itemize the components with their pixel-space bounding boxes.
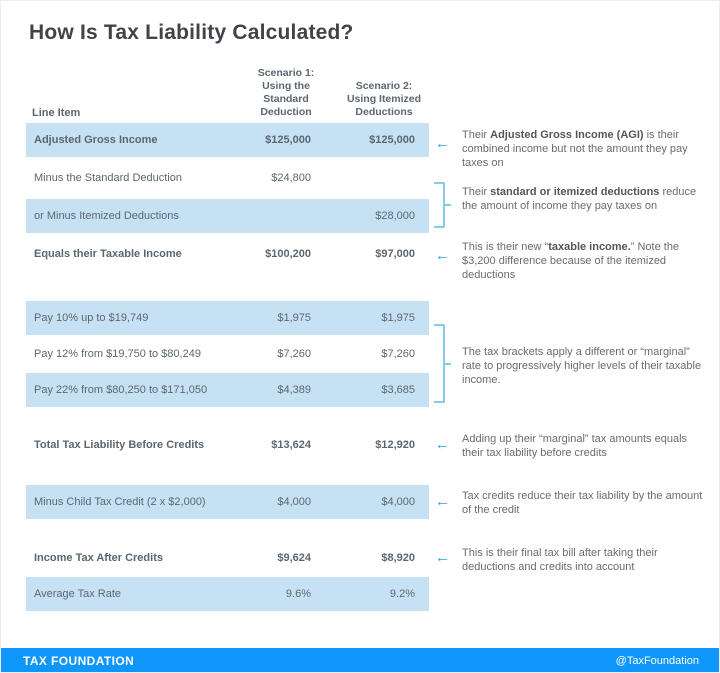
table-row-agi: Adjusted Gross Income $125,000 $125,000 (26, 123, 429, 157)
row-value-s2: $28,000 (375, 210, 415, 222)
row-value-s1: $4,000 (277, 496, 311, 508)
row-value-s2: $8,920 (381, 552, 415, 564)
row-label: Average Tax Rate (34, 588, 122, 600)
col-header-scenario1: Scenario 1: Using the Standard Deduction (257, 67, 315, 118)
row-label: Total Tax Liability Before Credits (34, 439, 205, 451)
row-label: Pay 10% up to $19,749 (34, 312, 149, 324)
row-label: Pay 22% from $80,250 to $171,050 (34, 384, 208, 396)
table-row-child-tax-credit: Minus Child Tax Credit (2 x $2,000) $4,0… (26, 485, 429, 519)
table-row-standard-deduction: Minus the Standard Deduction $24,800 (26, 161, 429, 195)
table-row-bracket-10: Pay 10% up to $19,749 $1,975 $1,975 (26, 301, 429, 335)
row-value-s1: $24,800 (271, 172, 311, 184)
row-label: Adjusted Gross Income (34, 134, 158, 146)
row-value-s2: $1,975 (381, 312, 415, 324)
table-row-tax-after-credits: Income Tax After Credits $9,624 $8,920 (26, 541, 429, 575)
row-value-s2: $7,260 (381, 348, 415, 360)
row-label: Minus Child Tax Credit (2 x $2,000) (34, 496, 206, 508)
annotation-liability-before-credits: Adding up their “marginal” tax amounts e… (462, 433, 688, 459)
row-value-s1: $1,975 (277, 312, 311, 324)
bracket-nub (443, 362, 451, 365)
left-arrow-icon: ← (435, 247, 450, 264)
row-value-s1: $125,000 (265, 134, 311, 146)
left-arrow-icon: ← (435, 436, 450, 453)
annotation-marginal-rates: The tax brackets apply a different or “m… (462, 346, 702, 386)
col-header-line-item: Line Item (32, 107, 81, 119)
row-value-s2: $4,000 (381, 496, 415, 508)
table-row-taxable-income: Equals their Taxable Income $100,200 $97… (26, 237, 429, 271)
annotation-final-tax-bill: This is their final tax bill after takin… (462, 547, 658, 573)
row-value-s2: $3,685 (381, 384, 415, 396)
row-value-s1: $13,624 (271, 439, 311, 451)
footer-bar: TAX FOUNDATION @TaxFoundation (1, 648, 719, 672)
row-value-s1: $7,260 (277, 348, 311, 360)
row-label: Equals their Taxable Income (34, 248, 182, 260)
annotation-tax-credits: Tax credits reduce their tax liability b… (462, 490, 703, 516)
row-label: or Minus Itemized Deductions (34, 210, 179, 222)
left-arrow-icon: ← (435, 549, 450, 566)
left-arrow-icon: ← (435, 135, 450, 152)
row-value-s1: 9.6% (285, 588, 311, 600)
table-row-total-liability: Total Tax Liability Before Credits $13,6… (26, 428, 429, 462)
table-row-bracket-12: Pay 12% from $19,750 to $80,249 $7,260 $… (26, 337, 429, 371)
row-value-s2: $125,000 (369, 134, 415, 146)
annotation-agi: Their Adjusted Gross Income (AGI) is the… (462, 129, 688, 169)
table-row-bracket-22: Pay 22% from $80,250 to $171,050 $4,389 … (26, 373, 429, 407)
footer-twitter-handle: @TaxFoundation (615, 655, 699, 667)
bracket-nub (443, 204, 451, 206)
row-label: Pay 12% from $19,750 to $80,249 (34, 348, 201, 360)
table-row-itemized-deductions: or Minus Itemized Deductions $28,000 (26, 199, 429, 233)
table-header-row: Line Item Scenario 1: Using the Standard… (26, 63, 429, 123)
row-value-s2: 9.2% (389, 588, 415, 600)
col-header-scenario2: Scenario 2: Using Itemized Deductions (346, 80, 422, 118)
annotation-deductions: Their standard or itemized deductions re… (462, 186, 697, 212)
row-value-s1: $4,389 (277, 384, 311, 396)
footer-brand: TAX FOUNDATION (23, 654, 135, 668)
row-value-s1: $100,200 (265, 248, 311, 260)
row-value-s1: $9,624 (277, 552, 311, 564)
table-row-average-tax-rate: Average Tax Rate 9.6% 9.2% (26, 577, 429, 611)
tax-table: Line Item Scenario 1: Using the Standard… (26, 63, 429, 611)
row-label: Income Tax After Credits (34, 552, 163, 564)
row-label: Minus the Standard Deduction (34, 172, 182, 184)
row-value-s2: $12,920 (375, 439, 415, 451)
bracket-tax-brackets-icon (434, 324, 451, 403)
annotation-taxable-income: This is their new “taxable income.” Note… (462, 241, 680, 281)
bracket-deductions-icon (434, 182, 451, 228)
row-value-s2: $97,000 (375, 248, 415, 260)
page-title: How Is Tax Liability Calculated? (29, 21, 354, 44)
left-arrow-icon: ← (435, 493, 450, 510)
